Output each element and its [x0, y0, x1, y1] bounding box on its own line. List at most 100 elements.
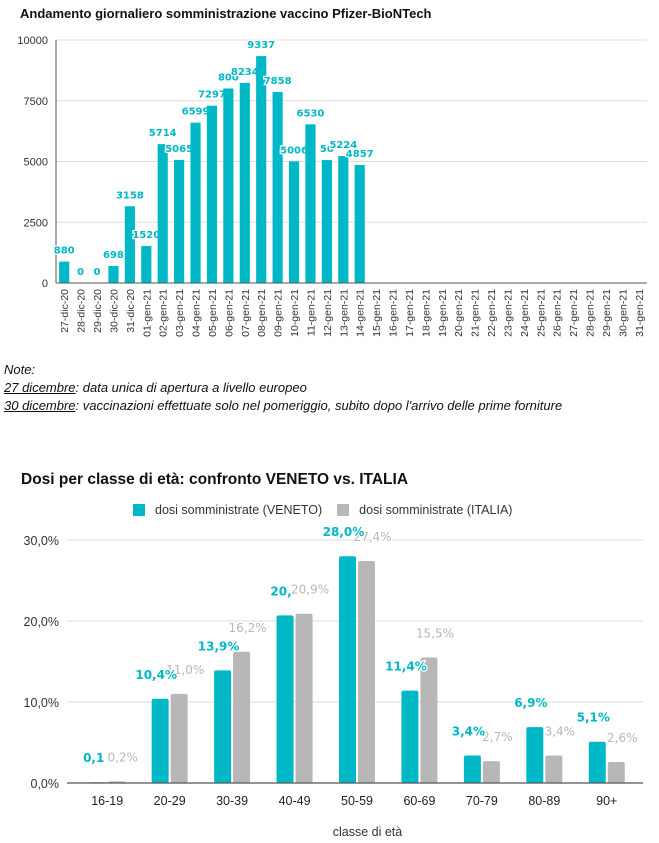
x-tick-label: 30-39 — [216, 794, 248, 808]
x-tick-label: 04-gen-21 — [191, 289, 203, 337]
data-label-veneto: 6,9% — [514, 696, 547, 710]
x-tick-label: 13-gen-21 — [338, 289, 350, 337]
x-tick-label: 07-gen-21 — [240, 289, 252, 337]
legend-label-italia: dosi somministrate (ITALIA) — [359, 503, 513, 517]
x-tick-label: 24-gen-21 — [519, 289, 531, 337]
notes-heading: Note: — [4, 362, 36, 377]
y-tick-label: 30,0% — [24, 534, 59, 548]
data-label: 7297 — [198, 90, 226, 101]
data-label: 5006 — [280, 145, 308, 156]
x-tick-label: 27-gen-21 — [568, 289, 580, 337]
chart2-x-axis-label-wrap: classe di età — [0, 825, 659, 839]
data-label: 6530 — [297, 108, 325, 119]
data-label: 800 — [218, 72, 239, 83]
chart1-title: Andamento giornaliero somministrazione v… — [20, 6, 432, 21]
x-tick-label: 23-gen-21 — [502, 289, 514, 337]
x-tick-label: 08-gen-21 — [256, 289, 268, 337]
legend-swatch-veneto — [133, 504, 145, 516]
x-tick-label: 30-gen-21 — [617, 289, 629, 337]
bar — [174, 159, 185, 283]
bar — [305, 124, 316, 283]
x-tick-label: 25-gen-21 — [535, 289, 547, 337]
bar — [256, 56, 267, 283]
chart2-x-axis-label: classe di età — [332, 825, 403, 839]
bar-veneto — [214, 670, 232, 783]
data-label-veneto: 28,0% — [323, 525, 365, 539]
x-tick-label: 28-gen-21 — [585, 289, 597, 337]
bar — [272, 92, 283, 283]
bar — [206, 105, 218, 284]
y-tick-label: 2500 — [24, 217, 48, 229]
x-tick-label: 26-gen-21 — [552, 289, 564, 337]
bar — [108, 266, 119, 283]
data-label-italia: 27,4% — [353, 530, 391, 544]
x-tick-label: 22-gen-21 — [486, 289, 498, 337]
bar-veneto — [588, 741, 606, 783]
data-label-italia: 0,2% — [107, 750, 138, 764]
data-label-italia: 2,6% — [607, 731, 638, 745]
data-label: 9337 — [247, 40, 275, 51]
bar-italia — [420, 657, 438, 783]
data-label-italia: 3,4% — [545, 724, 576, 738]
data-label: 8234 — [231, 67, 259, 78]
x-tick-label: 05-gen-21 — [207, 289, 219, 337]
y-tick-label: 20,0% — [24, 615, 59, 629]
data-label-veneto: 10,4% — [135, 668, 177, 682]
bar-veneto — [401, 690, 419, 783]
x-tick-label: 31-dic-20 — [125, 289, 137, 333]
x-tick-label: 10-gen-21 — [289, 289, 301, 337]
y-tick-label: 10,0% — [24, 696, 59, 710]
data-label-veneto: 11,4% — [385, 660, 427, 674]
data-label: 0 — [94, 267, 101, 278]
x-tick-label: 09-gen-21 — [273, 289, 285, 337]
bar-veneto — [151, 698, 169, 783]
data-label-veneto: 13,9% — [198, 639, 240, 653]
note-item: 27 dicembre: data unica di apertura a li… — [4, 379, 562, 397]
note-date: 27 dicembre — [4, 380, 76, 395]
x-tick-label: 06-gen-21 — [223, 289, 235, 337]
data-label: 4857 — [346, 149, 374, 160]
data-label: 0 — [77, 267, 84, 278]
legend-item-italia: dosi somministrate (ITALIA) — [337, 503, 512, 517]
x-tick-label: 03-gen-21 — [174, 289, 186, 337]
x-tick-label: 29-dic-20 — [92, 289, 104, 333]
x-tick-label: 60-69 — [403, 794, 435, 808]
data-label: 5224 — [329, 140, 357, 151]
bar — [124, 206, 135, 283]
chart2-legend: dosi somministrate (VENETO) dosi sommini… — [133, 503, 527, 517]
x-tick-label: 02-gen-21 — [158, 289, 170, 337]
data-label-italia: 11,0% — [166, 663, 204, 677]
data-label: 880 — [54, 246, 75, 257]
legend-item-veneto: dosi somministrate (VENETO) — [133, 503, 322, 517]
bar-italia — [108, 781, 126, 783]
notes-section: Note: 27 dicembre: data unica di apertur… — [4, 361, 562, 415]
data-label-italia: 15,5% — [416, 626, 454, 640]
x-tick-label: 01-gen-21 — [141, 289, 153, 337]
data-label: 6599 — [182, 107, 210, 118]
bar-veneto — [463, 755, 481, 783]
data-label-veneto: 0,1 — [83, 751, 104, 765]
bar-italia — [545, 755, 563, 783]
bar — [223, 88, 234, 283]
legend-label-veneto: dosi somministrate (VENETO) — [155, 503, 323, 517]
note-date: 30 dicembre — [4, 398, 76, 413]
bar — [190, 122, 201, 283]
bar-italia — [233, 651, 251, 783]
y-tick-label: 5000 — [24, 157, 48, 169]
x-tick-label: 90+ — [596, 794, 617, 808]
data-label: 5065 — [165, 144, 193, 155]
x-tick-label: 50-59 — [341, 794, 373, 808]
x-tick-label: 31-gen-21 — [634, 289, 646, 337]
x-tick-label: 70-79 — [466, 794, 498, 808]
bar-italia — [170, 693, 188, 783]
bar — [141, 246, 152, 283]
data-label: 3158 — [116, 190, 144, 201]
legend-swatch-italia — [337, 504, 350, 516]
bar — [321, 160, 332, 283]
data-label-italia: 16,2% — [229, 621, 267, 635]
x-tick-label: 20-29 — [154, 794, 186, 808]
data-label: 7858 — [264, 76, 292, 87]
x-tick-label: 18-gen-21 — [420, 289, 432, 337]
data-label-veneto: 3,4% — [452, 724, 485, 738]
bar-veneto — [276, 615, 294, 783]
